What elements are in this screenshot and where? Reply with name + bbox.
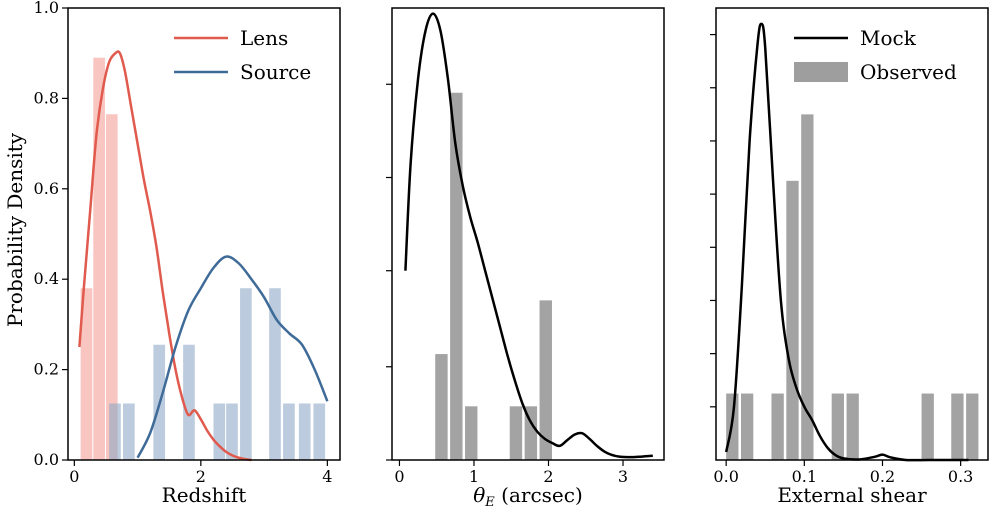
y-tick-label: 1.0 <box>34 0 59 17</box>
x-tick-label: 1 <box>469 467 479 486</box>
series-line-source <box>136 255 329 459</box>
legend-label-observed: Observed <box>860 60 957 84</box>
hist-bar <box>465 406 478 460</box>
hist-bar <box>213 403 226 460</box>
series-line-mock <box>404 12 653 459</box>
series-line-mock <box>724 22 969 462</box>
legend: Mock Observed <box>794 26 957 84</box>
hist-bar <box>105 114 118 460</box>
hist-bar <box>539 300 552 460</box>
legend: Lens Source <box>174 26 311 84</box>
x-axis-label: Redshift <box>162 483 247 507</box>
y-tick-label: 0.8 <box>34 88 59 107</box>
x-tick-label: 3 <box>618 467 628 486</box>
x-tick-label: 0 <box>394 467 404 486</box>
hist-bar <box>450 92 463 460</box>
x-tick-label: 0.3 <box>948 467 973 486</box>
hist-bar <box>966 393 979 460</box>
hist-bar <box>240 288 252 460</box>
legend-label-lens: Lens <box>240 26 288 50</box>
x-tick-label: 2 <box>543 467 553 486</box>
y-tick-label: 0.6 <box>34 179 59 198</box>
panel-einstein-radius: 0 1 2 3 θE (arcsec) <box>386 7 665 510</box>
hist-bar <box>509 406 523 460</box>
hist-bar <box>93 57 105 460</box>
x-axis-label: θE (arcsec) <box>473 483 583 510</box>
hist-bar <box>951 393 964 460</box>
y-tick-label: 0.0 <box>34 450 59 469</box>
x-tick-label: 0.1 <box>792 467 817 486</box>
hist-bar <box>123 403 135 460</box>
hist-bar <box>298 403 311 460</box>
plot-frame <box>391 7 665 461</box>
legend-label-source: Source <box>240 60 311 84</box>
series-line-lens <box>78 50 252 462</box>
hist-bar <box>435 354 448 460</box>
legend-swatch-observed <box>794 62 848 82</box>
hist-bar <box>80 288 93 460</box>
hist-bar <box>801 114 814 461</box>
panel-external-shear: 0.0 0.1 0.2 0.3 External shear Mock Observe… <box>710 7 989 507</box>
x-tick-label: 0.2 <box>870 467 895 486</box>
hist-bar <box>109 403 121 460</box>
panel-redshift: 0 2 4 0.0 0.2 0.4 0.6 0.8 1.0 Redshift Lens Sour… <box>34 0 341 507</box>
hist-bar <box>226 403 238 460</box>
hist-bar <box>771 393 784 460</box>
hist-bar <box>183 344 195 460</box>
x-tick-label: 4 <box>322 467 332 486</box>
hist-bar <box>786 180 799 460</box>
x-tick-label: 2 <box>196 467 206 486</box>
hist-bar <box>283 403 295 460</box>
hist-bar <box>269 288 281 460</box>
hist-bar <box>846 393 859 460</box>
hist-bar <box>313 403 326 460</box>
hist-bar <box>921 393 934 460</box>
x-axis-label: External shear <box>777 483 927 507</box>
plot-frame <box>67 7 341 461</box>
y-axis-label: Probability Density <box>3 132 27 327</box>
x-tick-label: 0 <box>69 467 79 486</box>
hist-bar <box>831 393 844 460</box>
hist-bar <box>741 393 754 460</box>
plot-frame <box>715 7 989 461</box>
x-tick-label: 0.0 <box>713 467 738 486</box>
legend-label-mock: Mock <box>860 26 917 50</box>
y-tick-label: 0.4 <box>34 269 59 288</box>
hist-bar <box>524 406 538 460</box>
y-tick-label: 0.2 <box>34 360 59 379</box>
